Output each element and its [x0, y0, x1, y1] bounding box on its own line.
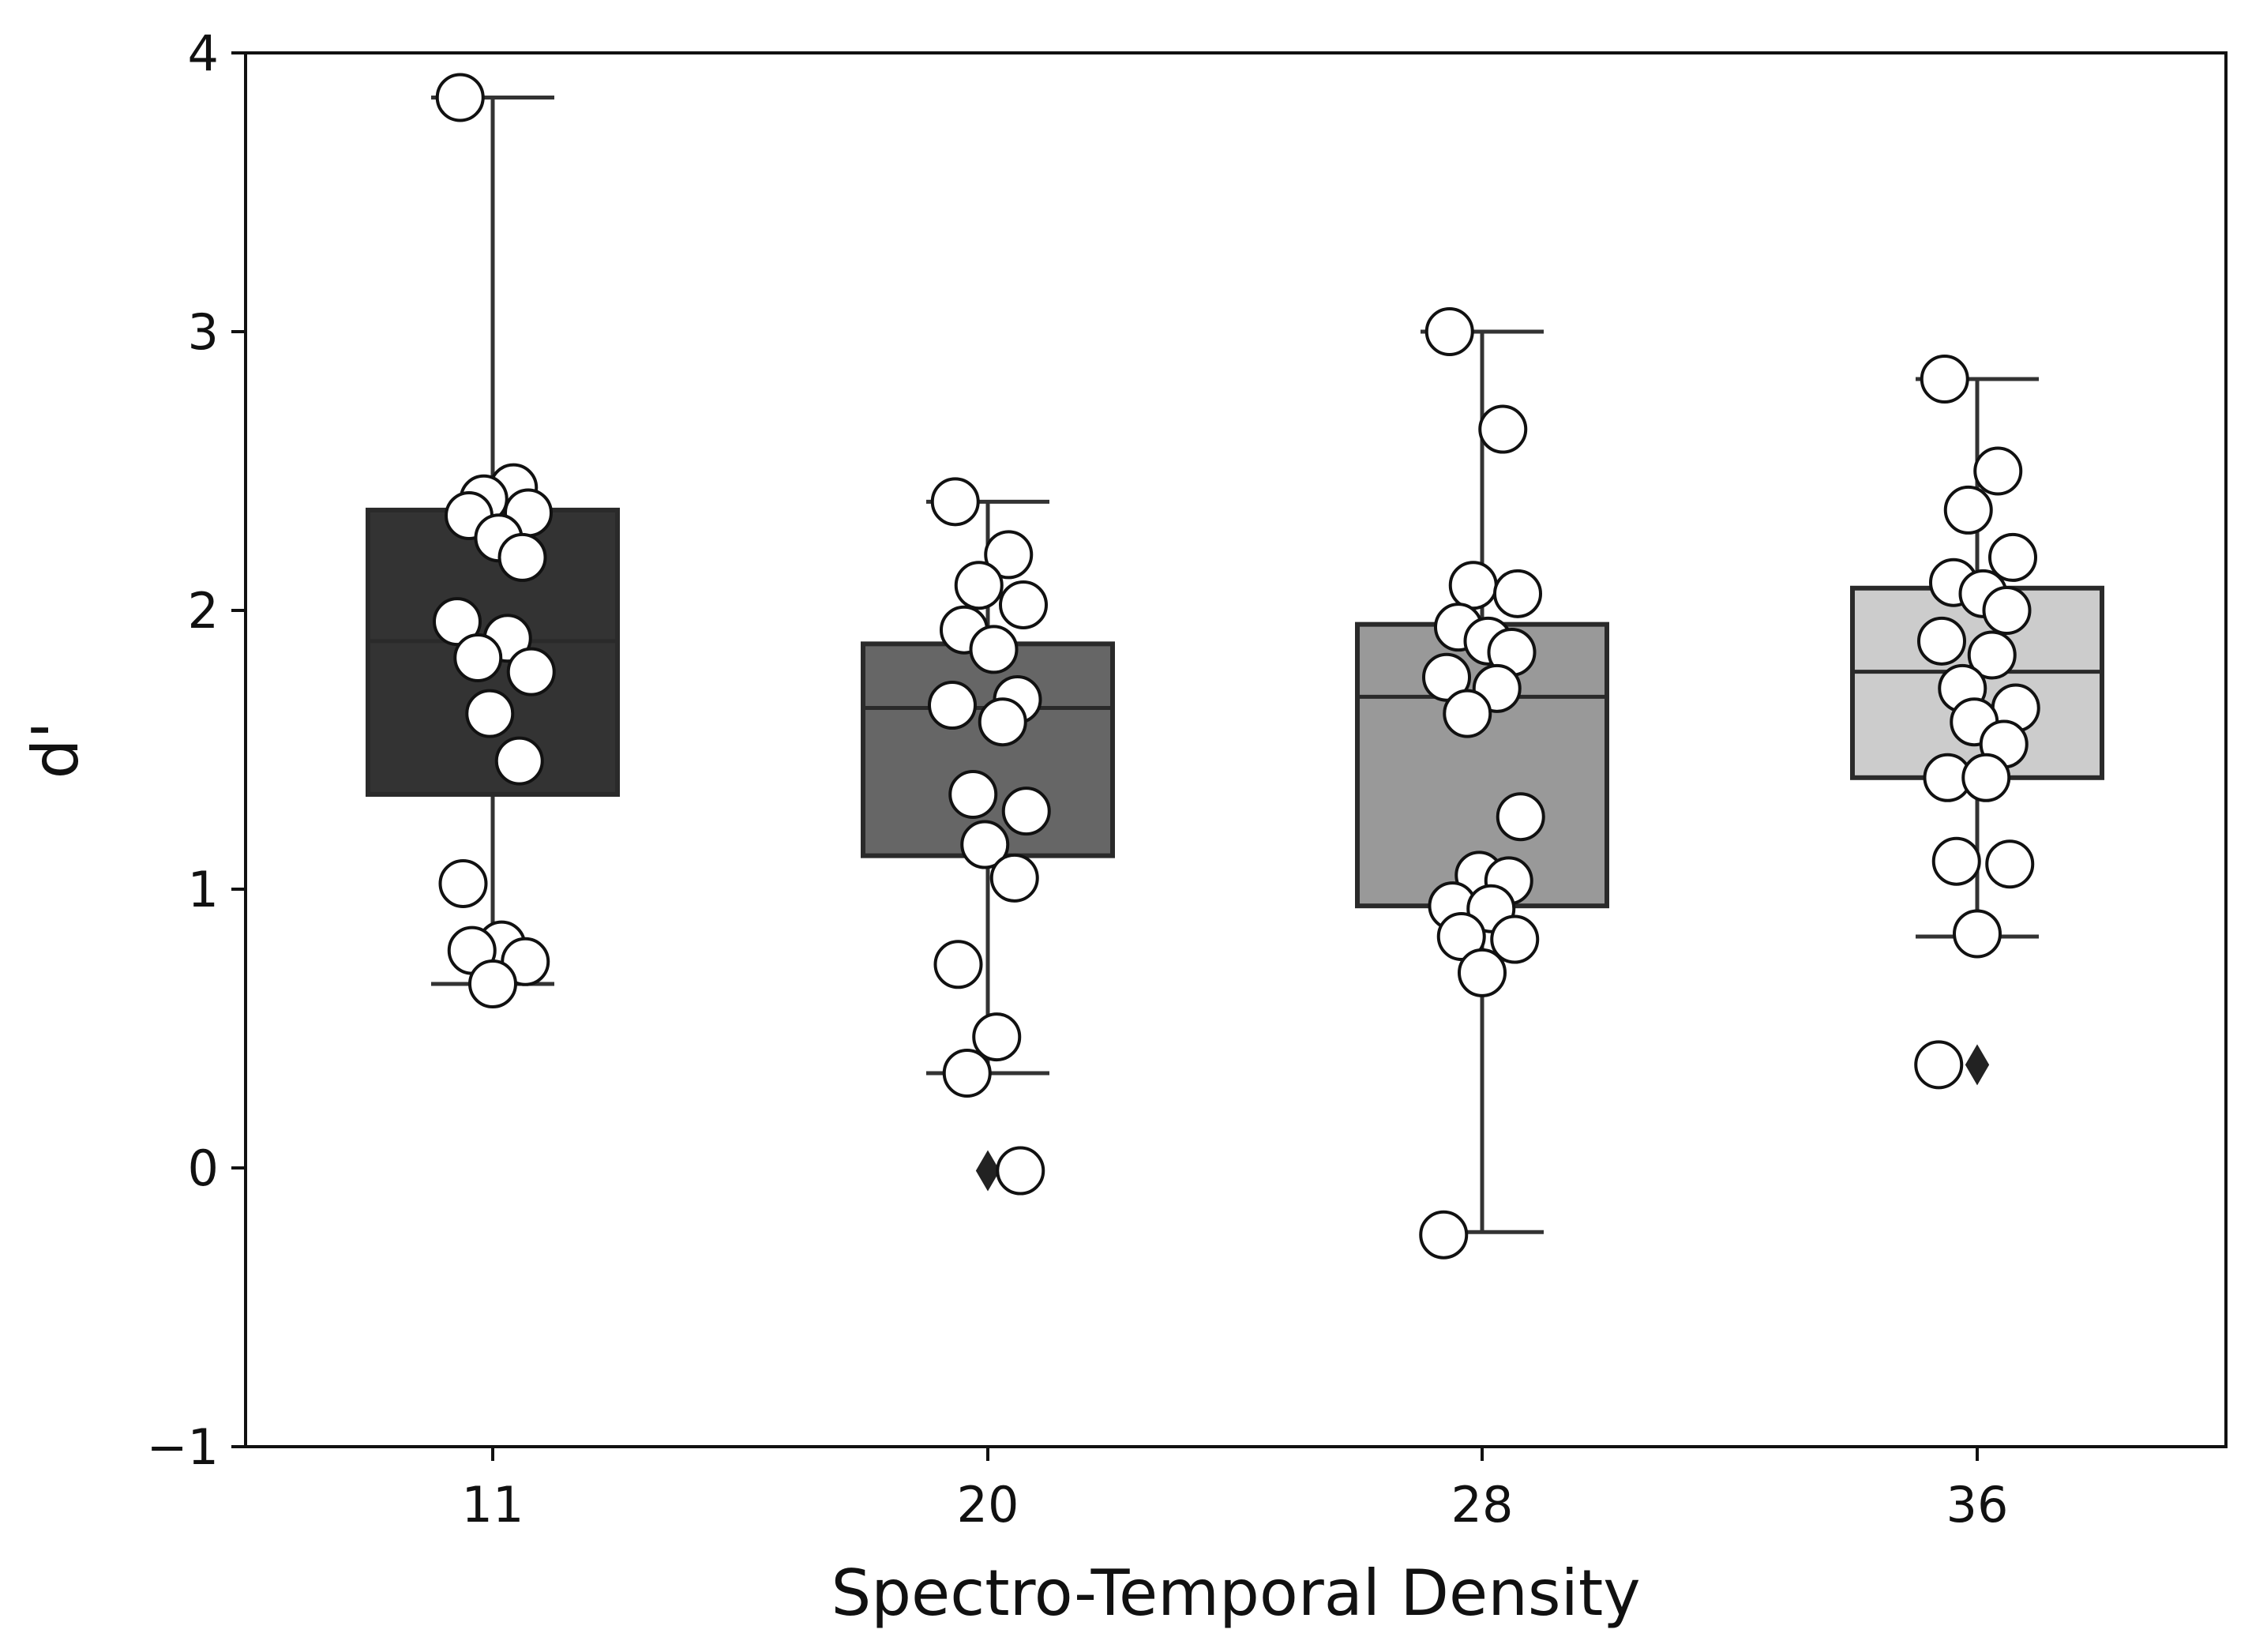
data-point — [1496, 792, 1545, 842]
data-point — [1914, 1040, 1964, 1090]
data-point — [978, 697, 1027, 747]
data-point — [1985, 839, 2035, 889]
data-point — [1943, 485, 1993, 535]
y-tick-label: 4 — [188, 24, 219, 82]
plot-frame — [244, 51, 2228, 1448]
data-point — [438, 858, 488, 908]
data-point — [468, 959, 517, 1009]
data-point — [1443, 689, 1492, 738]
y-axis-label: d' — [19, 722, 92, 779]
x-tick-label: 28 — [1451, 1476, 1514, 1534]
data-point — [1448, 561, 1498, 610]
data-point — [453, 633, 503, 683]
data-point — [984, 530, 1034, 580]
data-point — [1982, 586, 2032, 635]
data-point — [1953, 909, 2002, 959]
x-axis-label: Spectro-Temporal Density — [831, 1556, 1640, 1630]
data-point — [972, 1012, 1022, 1062]
data-point — [948, 769, 998, 819]
data-point — [433, 597, 482, 647]
data-point — [930, 477, 980, 527]
data-point — [1493, 569, 1542, 618]
data-point — [494, 736, 544, 786]
data-point — [969, 625, 1019, 674]
y-tick-label: 3 — [188, 303, 219, 361]
y-tick-label: 2 — [188, 582, 219, 640]
data-point — [1973, 446, 2023, 496]
data-point — [1419, 1210, 1469, 1260]
x-tick-label: 36 — [1946, 1476, 2009, 1534]
y-tick-label: −1 — [147, 1418, 219, 1476]
outlier-marker — [1965, 1044, 1990, 1086]
points-layer — [433, 73, 2040, 1260]
y-axis: −1 0 1 2 3 4 — [147, 24, 246, 1476]
data-point — [960, 820, 1010, 869]
data-point — [1001, 787, 1051, 836]
data-point — [1424, 307, 1474, 356]
data-point — [465, 689, 515, 738]
x-axis: 11 20 28 36 — [462, 1447, 2009, 1534]
data-point — [435, 73, 485, 122]
data-point — [1458, 948, 1507, 997]
data-point — [989, 853, 1039, 903]
data-point — [1478, 404, 1528, 454]
data-point — [1967, 630, 2017, 680]
y-tick-label: 1 — [188, 861, 219, 918]
x-tick-label: 20 — [957, 1476, 1019, 1534]
data-point — [1917, 616, 1966, 666]
data-point — [1988, 532, 2037, 582]
data-point — [999, 580, 1048, 629]
data-point — [497, 532, 547, 582]
data-point — [996, 1146, 1045, 1196]
data-point — [1422, 652, 1471, 702]
data-point — [1920, 355, 1969, 404]
x-tick-label: 11 — [462, 1476, 524, 1534]
data-point — [1961, 753, 2011, 802]
y-tick-label: 0 — [188, 1140, 219, 1197]
data-point — [1436, 912, 1486, 962]
data-point — [506, 647, 556, 696]
data-point — [942, 1048, 992, 1098]
data-point — [1931, 836, 1981, 886]
data-point — [954, 561, 1004, 610]
outlier-marker — [975, 1150, 1000, 1192]
data-point — [928, 681, 977, 730]
data-point — [933, 940, 983, 989]
data-point — [1490, 914, 1540, 964]
